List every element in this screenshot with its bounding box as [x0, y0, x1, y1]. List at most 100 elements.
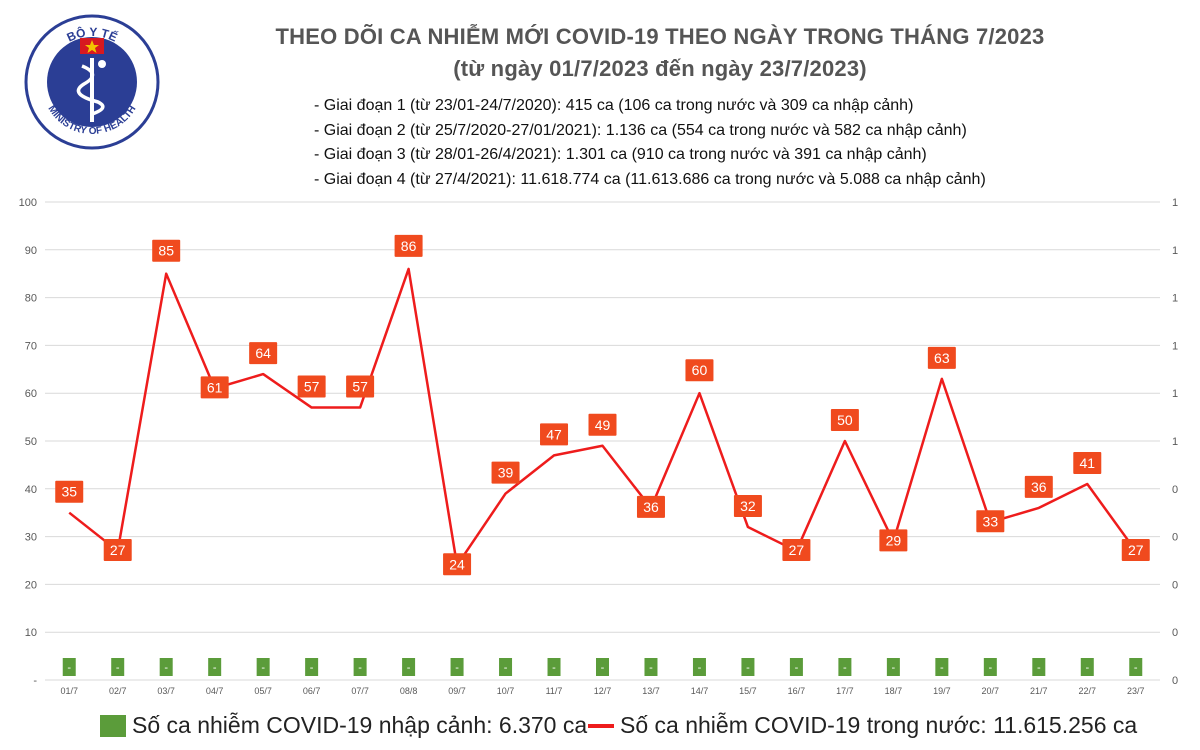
- data-label: 86: [401, 238, 417, 254]
- y-left-tick-label: 100: [19, 197, 37, 209]
- data-label-box: [830, 409, 859, 431]
- imported-bar: [692, 658, 706, 676]
- y-right-tick-label: 1: [1172, 197, 1178, 209]
- data-label: 27: [789, 542, 805, 558]
- imported-bar-label: -: [213, 662, 217, 674]
- y-left-tick-label: 80: [25, 293, 37, 305]
- x-tick-label: 16/7: [788, 686, 806, 696]
- x-tick-label: 01/7: [60, 686, 78, 696]
- x-tick-label: 12/7: [594, 686, 612, 696]
- data-label-box: [443, 553, 472, 576]
- data-label-box: [297, 375, 326, 398]
- imported-bar-label: -: [261, 662, 265, 674]
- data-label-box: [394, 234, 423, 257]
- legend-swatch-domestic: [588, 723, 614, 728]
- data-label-box: [636, 495, 665, 518]
- y-left-tick-label: 60: [25, 388, 37, 400]
- y-left-tick-label: 20: [25, 579, 37, 591]
- imported-bar: [62, 658, 76, 676]
- imported-bar-label: -: [67, 662, 71, 674]
- legend-item-domestic: Số ca nhiễm COVID-19 trong nước: 11.615.…: [588, 712, 1137, 739]
- imported-bar: [644, 658, 658, 676]
- x-tick-label: 10/7: [497, 686, 515, 696]
- data-label: 49: [595, 417, 611, 433]
- y-left-tick-label: -: [33, 675, 37, 687]
- x-tick-label: 11/7: [546, 686, 563, 696]
- imported-bar-label: -: [649, 662, 653, 674]
- imported-bar: [208, 658, 222, 676]
- y-left-tick-label: 50: [25, 436, 37, 448]
- y-right-tick-label: 0: [1172, 579, 1178, 591]
- imported-bar: [1032, 658, 1046, 676]
- imported-bar-label: -: [552, 662, 556, 674]
- legend-label-domestic: Số ca nhiễm COVID-19 trong nước: 11.615.…: [620, 712, 1138, 738]
- y-left-tick-label: 70: [25, 340, 37, 352]
- data-label: 32: [740, 498, 756, 514]
- data-label: 39: [498, 465, 514, 481]
- x-tick-label: 20/7: [982, 686, 1000, 696]
- imported-bar-label: -: [601, 662, 605, 674]
- imported-bar-label: -: [310, 662, 314, 674]
- data-label-box: [1073, 452, 1102, 475]
- y-right-tick-label: 0: [1172, 627, 1178, 639]
- imported-bar: [596, 658, 609, 676]
- imported-bar: [402, 658, 416, 676]
- imported-bar-label: -: [988, 662, 992, 674]
- data-label: 24: [449, 556, 465, 572]
- domestic-cases-line: [68, 267, 1137, 567]
- data-label-box: [927, 346, 956, 369]
- legend: Số ca nhiễm COVID-19 nhập cảnh: 6.370 ca…: [0, 712, 1200, 746]
- y-right-tick-label: 1: [1172, 436, 1178, 448]
- x-tick-label: 21/7: [1030, 686, 1048, 696]
- imported-bar-label: -: [116, 662, 120, 674]
- data-label: 33: [983, 513, 999, 529]
- data-label-box: [1024, 475, 1053, 498]
- data-label-box: [491, 461, 520, 484]
- y-right-tick-label: 0: [1172, 484, 1178, 496]
- data-label-box: [879, 529, 908, 552]
- imported-bar-label: -: [504, 662, 508, 674]
- data-label-box: [782, 538, 811, 561]
- data-label: 60: [692, 362, 708, 378]
- imported-bar: [450, 658, 464, 676]
- imported-bar: [838, 658, 852, 676]
- phase-note-3: - Giai đoạn 3 (từ 28/01-26/4/2021): 1.30…: [314, 146, 927, 163]
- y-right-tick-label: 1: [1172, 245, 1178, 257]
- y-right-tick-label: 1: [1172, 293, 1178, 305]
- chart-subtitle: (từ ngày 01/7/2023 đến ngày 23/7/2023): [453, 56, 867, 81]
- data-label: 29: [886, 532, 902, 548]
- imported-bar: [1129, 658, 1143, 676]
- chart-title: THEO DÕI CA NHIỄM MỚI COVID-19 THEO NGÀY…: [275, 24, 1045, 49]
- x-tick-label: 09/7: [448, 686, 466, 696]
- y-right-tick-label: 0: [1172, 675, 1178, 687]
- imported-bar-label: -: [892, 662, 896, 674]
- y-left-tick-label: 40: [25, 484, 37, 496]
- data-label: 36: [643, 499, 659, 515]
- imported-bar-label: -: [1037, 662, 1041, 674]
- legend-item-imported: Số ca nhiễm COVID-19 nhập cảnh: 6.370 ca: [100, 712, 587, 739]
- imported-bar: [547, 658, 561, 676]
- data-label: 35: [61, 484, 77, 500]
- imported-bar: [256, 658, 270, 676]
- data-label-box: [588, 413, 617, 436]
- data-label: 47: [546, 426, 562, 442]
- legend-swatch-imported: [100, 714, 126, 737]
- logo-top-text: BỘ Y TẾ: [65, 24, 120, 44]
- data-label: 50: [837, 412, 853, 428]
- x-tick-label: 06/7: [303, 686, 321, 696]
- data-label-box: [152, 239, 181, 262]
- data-label: 27: [110, 542, 126, 558]
- phase-note-2: - Giai đoạn 2 (từ 25/7/2020-27/01/2021):…: [314, 121, 967, 139]
- x-tick-label: 08/8: [400, 686, 418, 696]
- x-tick-label: 03/7: [157, 686, 175, 696]
- imported-bar: [111, 658, 125, 676]
- x-tick-label: 13/7: [642, 686, 660, 696]
- data-label: 61: [207, 379, 223, 395]
- imported-bar-label: -: [358, 662, 362, 674]
- y-left-tick-label: 30: [25, 532, 37, 544]
- imported-bar-label: -: [1134, 662, 1138, 674]
- data-label-box: [346, 375, 375, 398]
- data-label-box: [733, 495, 762, 518]
- data-label-box: [200, 376, 229, 399]
